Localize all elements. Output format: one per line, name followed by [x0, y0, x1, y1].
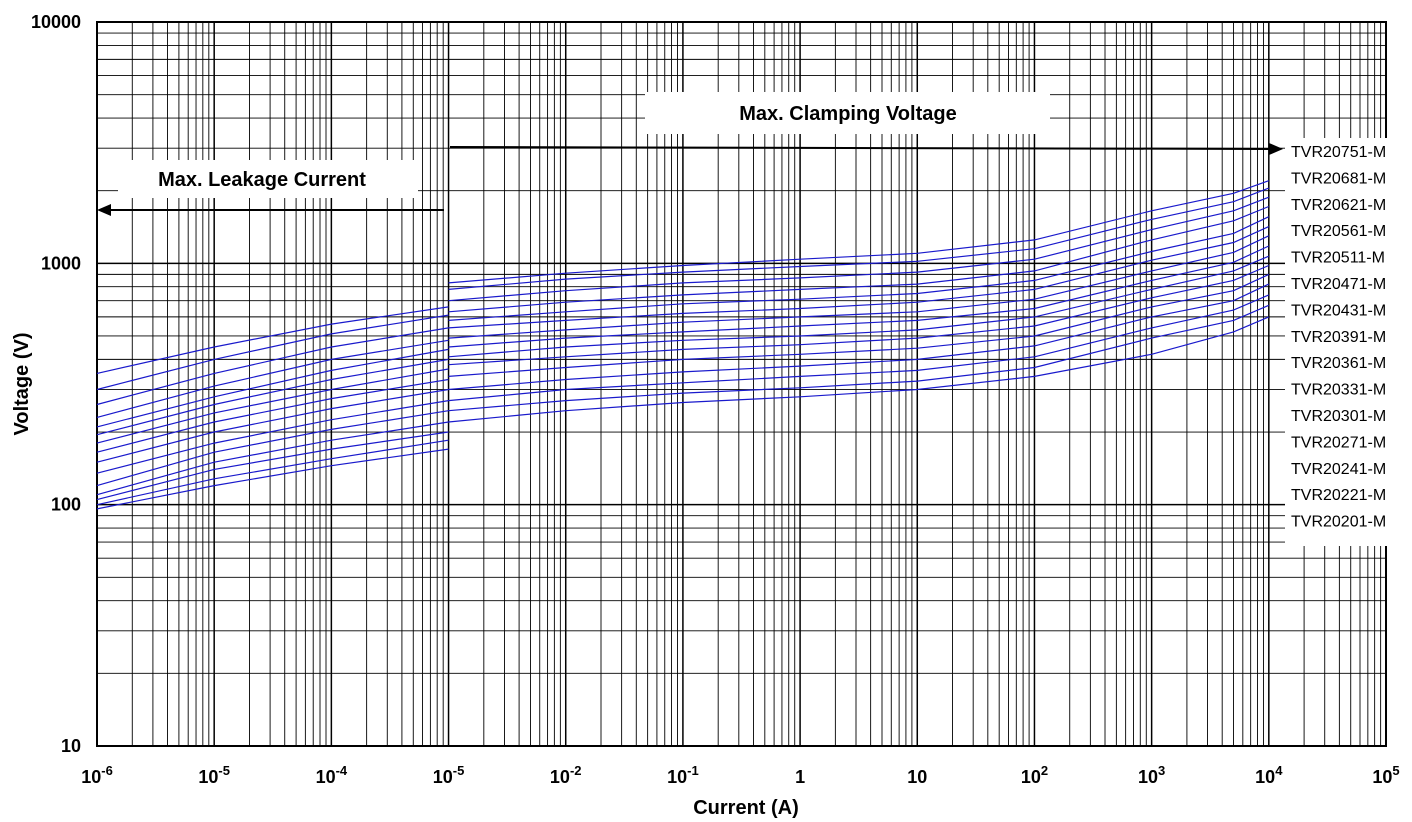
- clamping-line: [448, 255, 1270, 358]
- clamping-line: [448, 316, 1270, 423]
- y-tick-label: 10000: [31, 12, 81, 32]
- y-tick-labels: 10 100 1000 10000: [31, 12, 81, 756]
- leakage-line: [96, 327, 449, 406]
- leakage-line: [96, 348, 449, 428]
- legend-background: [1285, 138, 1412, 546]
- x-tick-label: 10-5: [433, 763, 465, 787]
- leakage-line: [96, 439, 449, 506]
- legend-entry: TVR20301-M: [1291, 408, 1386, 425]
- legend-entry: TVR20471-M: [1291, 276, 1386, 293]
- x-tick-label: 10-1: [667, 763, 699, 787]
- clamping-line: [448, 196, 1270, 302]
- clamping-label: Max. Clamping Voltage: [739, 103, 956, 125]
- clamping-line: [448, 205, 1270, 313]
- clamping-line: [448, 235, 1270, 339]
- legend-entry: TVR20271-M: [1291, 434, 1386, 451]
- y-tick-label: 1000: [41, 253, 81, 273]
- legend-entry: TVR20221-M: [1291, 487, 1386, 504]
- clamping-arrow: [449, 146, 1273, 150]
- leakage-line: [96, 388, 449, 463]
- x-tick-label: 10-4: [316, 763, 348, 787]
- clamping-line: [448, 273, 1270, 377]
- leakage-line: [96, 368, 449, 444]
- x-tick-label: 10: [907, 767, 927, 787]
- leakage-arrowhead: [97, 204, 111, 216]
- x-tick-label: 10-5: [198, 763, 230, 787]
- clamping-arrowhead: [1269, 143, 1283, 155]
- y-tick-label: 100: [51, 495, 81, 515]
- clamping-line: [448, 294, 1270, 402]
- clamping-line: [448, 216, 1270, 321]
- legend-entry: TVR20241-M: [1291, 461, 1386, 478]
- leakage-line: [96, 358, 449, 436]
- x-tick-label: 10-6: [81, 763, 113, 787]
- clamping-line: [448, 187, 1270, 290]
- x-tick-labels: 10-6 10-5 10-4 10-5 10-2 10-1 1 10 102 103 104 105: [81, 763, 1399, 787]
- clamping-line: [448, 264, 1270, 366]
- leakage-label: Max. Leakage Current: [158, 169, 366, 191]
- annotations: Max. Clamping Voltage Max. Leakage Curre…: [97, 92, 1283, 216]
- leakage-line: [96, 400, 449, 474]
- leakage-line: [96, 431, 449, 501]
- leakage-line: [96, 448, 449, 510]
- x-tick-label: 1: [795, 767, 805, 787]
- legend-entry: TVR20431-M: [1291, 302, 1386, 319]
- clamping-line: [448, 245, 1270, 348]
- x-tick-label: 10-2: [550, 763, 582, 787]
- leakage-line: [96, 339, 449, 418]
- clamping-line: [448, 304, 1270, 412]
- plot-lines: [96, 180, 1270, 510]
- clamping-line: [448, 226, 1270, 329]
- legend-entry: TVR20621-M: [1291, 197, 1386, 214]
- leakage-line: [96, 306, 449, 374]
- leakage-line: [96, 314, 449, 391]
- x-tick-label: 102: [1021, 763, 1048, 787]
- legend-entry: TVR20511-M: [1291, 250, 1385, 267]
- legend-entry: TVR20201-M: [1291, 514, 1386, 531]
- y-axis-title: Voltage (V): [11, 333, 33, 436]
- legend-entry: TVR20361-M: [1291, 355, 1386, 372]
- legend-entry: TVR20331-M: [1291, 382, 1386, 399]
- legend-entry: TVR20561-M: [1291, 223, 1386, 240]
- leakage-line: [96, 378, 449, 453]
- legend: TVR20751-M TVR20681-M TVR20621-M TVR20561-M…: [1285, 138, 1412, 546]
- y-tick-label: 10: [61, 736, 81, 756]
- clamping-line: [448, 180, 1270, 284]
- clamping-line: [448, 283, 1270, 391]
- x-axis-title: Current (A): [693, 797, 799, 819]
- x-tick-label: 103: [1138, 763, 1165, 787]
- legend-entry: TVR20391-M: [1291, 329, 1386, 346]
- x-tick-label: 104: [1255, 763, 1283, 787]
- legend-entry: TVR20751-M: [1291, 144, 1386, 161]
- leakage-line: [96, 410, 449, 487]
- x-tick-label: 105: [1372, 763, 1399, 787]
- leakage-line: [96, 421, 449, 496]
- clamping-label-box: [645, 92, 1050, 134]
- legend-entry: TVR20681-M: [1291, 170, 1386, 187]
- leakage-label-box: [118, 160, 418, 198]
